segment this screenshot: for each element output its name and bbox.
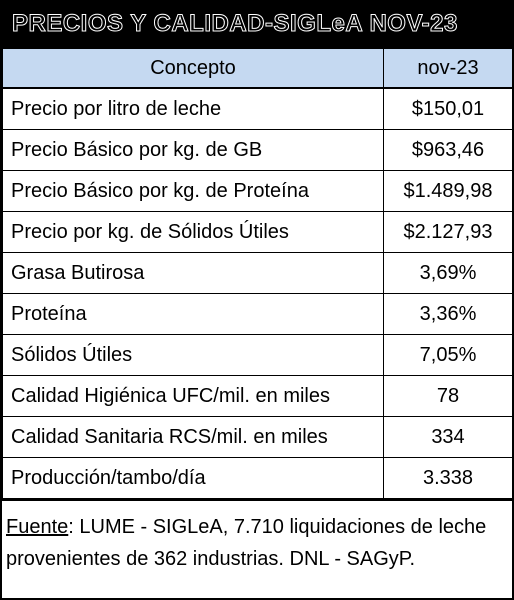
row-concept: Producción/tambo/día <box>2 457 384 499</box>
row-value: 7,05% <box>383 334 513 376</box>
row-concept: Grasa Butirosa <box>2 252 384 294</box>
row-value: $1.489,98 <box>383 170 513 212</box>
table-row: Producción/tambo/día 3.338 <box>2 457 513 499</box>
row-value: 78 <box>383 375 513 417</box>
row-value: $150,01 <box>383 87 513 130</box>
table-row: Precio Básico por kg. de GB $963,46 <box>2 129 513 171</box>
row-concept: Calidad Sanitaria RCS/mil. en miles <box>2 416 384 458</box>
row-concept: Precio Básico por kg. de GB <box>2 129 384 171</box>
source-note: Fuente: LUME - SIGLeA, 7.710 liquidacion… <box>2 499 512 575</box>
table-row: Proteína 3,36% <box>2 293 513 335</box>
table-row: Sólidos Útiles 7,05% <box>2 334 513 376</box>
table-header-row: Concepto nov-23 <box>2 48 513 89</box>
header-concepto: Concepto <box>2 48 384 89</box>
price-quality-table: Concepto nov-23 Precio por litro de lech… <box>2 48 513 499</box>
report-title: PRECIOS Y CALIDAD-SIGLeA NOV-23 <box>2 2 512 48</box>
table-row: Precio Básico por kg. de Proteína $1.489… <box>2 170 513 212</box>
row-concept: Precio por litro de leche <box>2 87 384 130</box>
table-row: Grasa Butirosa 3,69% <box>2 252 513 294</box>
row-value: 3,36% <box>383 293 513 335</box>
header-period: nov-23 <box>383 48 513 89</box>
table-row: Precio por kg. de Sólidos Útiles $2.127,… <box>2 211 513 253</box>
row-concept: Calidad Higiénica UFC/mil. en miles <box>2 375 384 417</box>
source-text: : LUME - SIGLeA, 7.710 liquidaciones de … <box>6 516 487 570</box>
table-row: Calidad Sanitaria RCS/mil. en miles 334 <box>2 416 513 458</box>
table-row: Precio por litro de leche $150,01 <box>2 87 513 130</box>
row-concept: Sólidos Útiles <box>2 334 384 376</box>
row-value: 3,69% <box>383 252 513 294</box>
row-concept: Precio por kg. de Sólidos Útiles <box>2 211 384 253</box>
row-concept: Precio Básico por kg. de Proteína <box>2 170 384 212</box>
row-value: 3.338 <box>383 457 513 499</box>
row-value: $963,46 <box>383 129 513 171</box>
row-value: $2.127,93 <box>383 211 513 253</box>
row-concept: Proteína <box>2 293 384 335</box>
source-label: Fuente <box>6 516 69 538</box>
table-row: Calidad Higiénica UFC/mil. en miles 78 <box>2 375 513 417</box>
row-value: 334 <box>383 416 513 458</box>
